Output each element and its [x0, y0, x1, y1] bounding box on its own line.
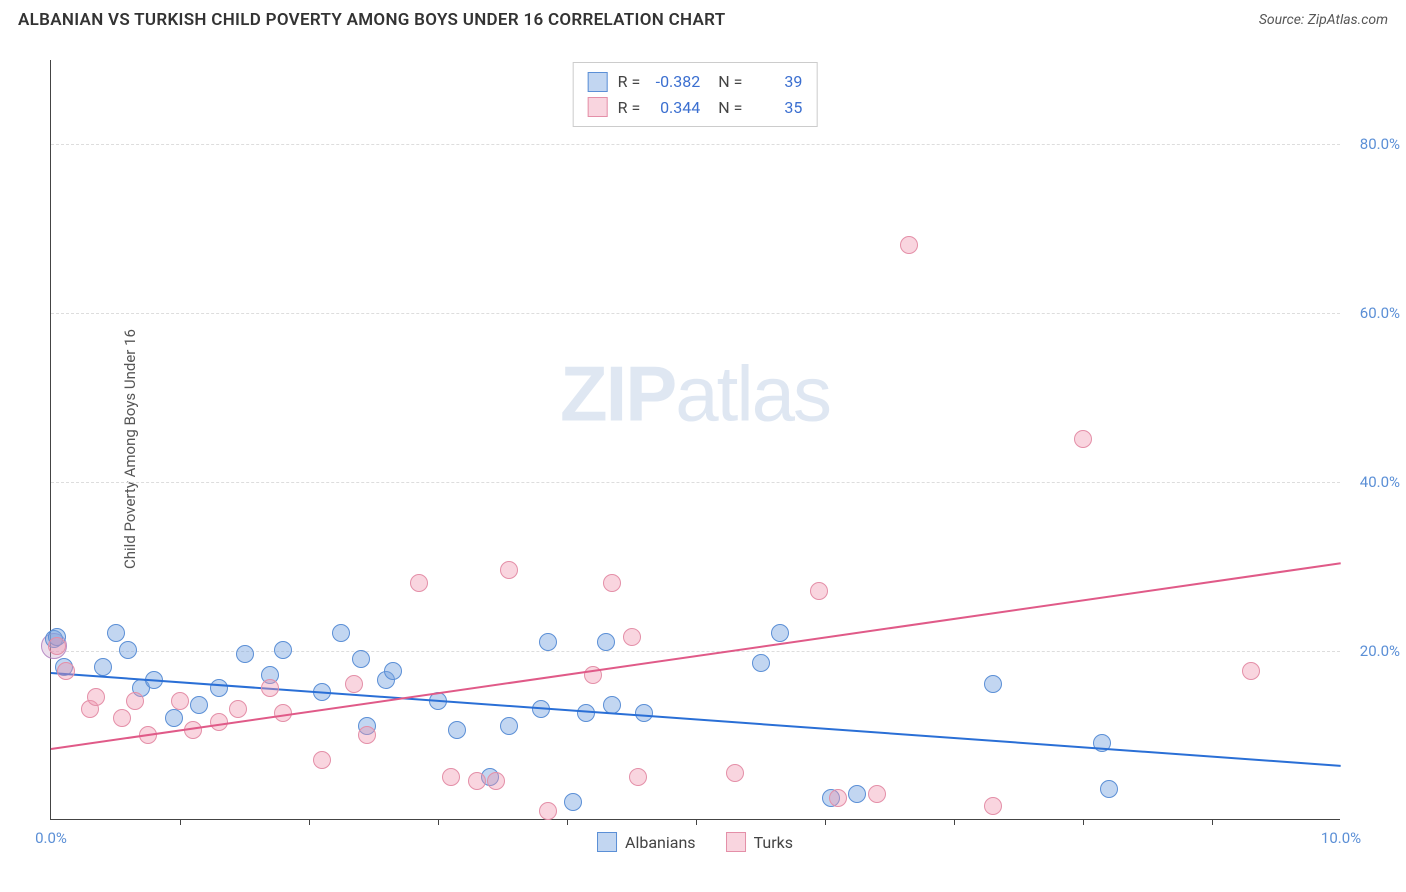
- data-point: [500, 561, 518, 579]
- data-point: [539, 633, 557, 651]
- x-tick-label: 0.0%: [35, 829, 67, 847]
- data-point: [564, 793, 582, 811]
- data-point: [500, 717, 518, 735]
- data-point: [752, 654, 770, 672]
- x-tick: [1083, 819, 1084, 825]
- data-point: [171, 692, 189, 710]
- data-point: [410, 574, 428, 592]
- data-point: [448, 721, 466, 739]
- x-tick: [438, 819, 439, 825]
- data-point: [868, 785, 886, 803]
- legend-swatch: [726, 832, 746, 852]
- data-point: [236, 645, 254, 663]
- data-point: [332, 624, 350, 642]
- data-point: [900, 236, 918, 254]
- data-point: [57, 662, 75, 680]
- legend-swatch: [588, 97, 608, 117]
- data-point: [190, 696, 208, 714]
- legend-swatch: [588, 72, 608, 92]
- x-tick: [825, 819, 826, 825]
- n-value: N = 39: [710, 69, 802, 95]
- data-point: [165, 709, 183, 727]
- legend-label: Albanians: [625, 833, 696, 852]
- data-point: [726, 764, 744, 782]
- data-point: [87, 688, 105, 706]
- data-point: [119, 641, 137, 659]
- data-point: [48, 637, 66, 655]
- data-point: [848, 785, 866, 803]
- data-point: [771, 624, 789, 642]
- data-point: [210, 679, 228, 697]
- x-tick: [1212, 819, 1213, 825]
- data-point: [126, 692, 144, 710]
- data-point: [229, 700, 247, 718]
- x-tick: [567, 819, 568, 825]
- x-tick: [180, 819, 181, 825]
- data-point: [984, 797, 1002, 815]
- data-point: [487, 772, 505, 790]
- y-tick-label: 60.0%: [1360, 304, 1400, 322]
- data-point: [313, 751, 331, 769]
- data-point: [261, 679, 279, 697]
- data-point: [107, 624, 125, 642]
- data-point: [810, 582, 828, 600]
- stats-row: R = 0.344 N = 35: [588, 95, 803, 121]
- chart-title: ALBANIAN VS TURKISH CHILD POVERTY AMONG …: [18, 10, 725, 30]
- legend-item: Albanians: [597, 832, 696, 852]
- data-point: [358, 726, 376, 744]
- data-point: [539, 802, 557, 820]
- data-point: [1100, 780, 1118, 798]
- stats-row: R = -0.382 N = 39: [588, 69, 803, 95]
- y-tick-label: 80.0%: [1360, 135, 1400, 153]
- data-point: [345, 675, 363, 693]
- x-tick: [309, 819, 310, 825]
- data-point: [468, 772, 486, 790]
- data-point: [384, 662, 402, 680]
- data-point: [352, 650, 370, 668]
- data-point: [1242, 662, 1260, 680]
- stats-legend: R = -0.382 N = 39R = 0.344 N = 35: [573, 62, 818, 127]
- data-point: [829, 789, 847, 807]
- data-point: [442, 768, 460, 786]
- y-tick-label: 40.0%: [1360, 473, 1400, 491]
- r-value: R = -0.382: [618, 69, 701, 95]
- data-point: [113, 709, 131, 727]
- data-point: [629, 768, 647, 786]
- chart-area: Child Poverty Among Boys Under 16 ZIPatl…: [50, 60, 1340, 820]
- source-attribution: Source: ZipAtlas.com: [1259, 12, 1388, 28]
- gridline: [51, 144, 1340, 145]
- x-tick-label: 10.0%: [1321, 829, 1361, 847]
- data-point: [603, 574, 621, 592]
- data-point: [274, 641, 292, 659]
- data-point: [94, 658, 112, 676]
- data-point: [623, 628, 641, 646]
- y-tick-label: 20.0%: [1360, 642, 1400, 660]
- x-tick: [954, 819, 955, 825]
- r-value: R = 0.344: [618, 95, 701, 121]
- gridline: [51, 482, 1340, 483]
- x-tick: [696, 819, 697, 825]
- data-point: [577, 704, 595, 722]
- legend-swatch: [597, 832, 617, 852]
- legend-label: Turks: [754, 833, 793, 852]
- legend-item: Turks: [726, 832, 793, 852]
- data-point: [984, 675, 1002, 693]
- gridline: [51, 313, 1340, 314]
- n-value: N = 35: [710, 95, 802, 121]
- series-legend: Albanians Turks: [597, 832, 793, 852]
- data-point: [1074, 430, 1092, 448]
- plot-region: 20.0%40.0%60.0%80.0%0.0%10.0%: [50, 60, 1340, 820]
- data-point: [597, 633, 615, 651]
